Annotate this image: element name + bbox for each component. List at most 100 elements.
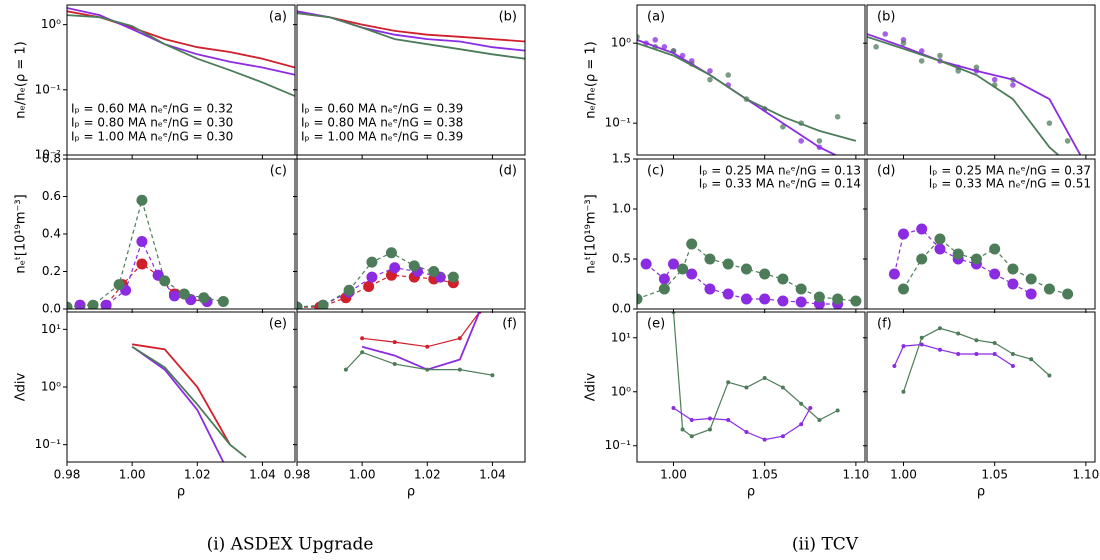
panel-label: (b) bbox=[877, 10, 895, 25]
data-point bbox=[707, 76, 713, 83]
data-point bbox=[892, 363, 897, 368]
y-axis-label: nₑ/nₑ(ρ = 1) bbox=[584, 41, 599, 119]
axes-frame bbox=[296, 311, 526, 463]
legend-entry: Iₚ = 1.00 MA nₑᵉ/nG = 0.39 bbox=[301, 130, 463, 144]
data-point bbox=[689, 434, 694, 439]
x-tick-label: 1.10 bbox=[1073, 468, 1100, 482]
panel: 10⁻¹ 10⁰ 10¹ 1.00 1.05 1.10 Λdiv ρ (e) bbox=[584, 311, 869, 500]
data-point bbox=[198, 292, 210, 304]
data-point bbox=[725, 72, 731, 78]
data-point bbox=[707, 427, 712, 432]
y-tick-label: 10⁻¹ bbox=[605, 438, 632, 452]
panel-label: (a) bbox=[269, 10, 287, 25]
panel: (b) bbox=[863, 4, 1096, 159]
legend-entry: Iₚ = 0.60 MA nₑᵉ/nG = 0.32 bbox=[71, 102, 233, 116]
data-point bbox=[457, 336, 462, 341]
series-line bbox=[672, 312, 838, 437]
data-point bbox=[744, 429, 749, 434]
panel-label: (c) bbox=[647, 164, 664, 179]
data-point bbox=[447, 271, 459, 283]
data-point bbox=[100, 299, 112, 309]
data-point bbox=[297, 301, 303, 309]
x-axis-label: ρ bbox=[747, 485, 755, 500]
data-point bbox=[850, 295, 862, 307]
data-point bbox=[1029, 357, 1034, 362]
data-point bbox=[952, 248, 964, 260]
plot-area bbox=[892, 326, 1052, 394]
data-point bbox=[428, 266, 440, 277]
x-axis-label: ρ bbox=[977, 485, 985, 500]
data-point bbox=[408, 260, 420, 272]
data-point bbox=[973, 64, 980, 71]
data-point bbox=[813, 291, 825, 303]
data-point bbox=[1046, 120, 1053, 126]
axes-frame bbox=[636, 158, 866, 310]
data-point bbox=[799, 422, 804, 427]
data-point bbox=[1007, 263, 1019, 275]
data-point bbox=[832, 293, 844, 305]
panel-label: (a) bbox=[647, 10, 665, 25]
data-point bbox=[897, 228, 909, 240]
y-tick-label: 10¹ bbox=[41, 322, 61, 336]
series-line bbox=[902, 238, 1068, 295]
data-point bbox=[343, 367, 348, 372]
panel-label: (c) bbox=[270, 164, 287, 179]
data-point bbox=[686, 268, 698, 280]
panel: 1.00 1.05 1.10 ρ (f) bbox=[863, 311, 1100, 500]
x-tick-label: 1.04 bbox=[249, 468, 276, 482]
panel-label: (e) bbox=[647, 317, 665, 332]
y-tick-label: 10⁰ bbox=[611, 384, 631, 398]
data-point bbox=[991, 76, 998, 83]
y-tick-label: 0.2 bbox=[42, 264, 61, 278]
data-point bbox=[385, 247, 397, 259]
y-tick-label: 0.5 bbox=[612, 252, 631, 266]
data-point bbox=[637, 34, 640, 40]
data-point bbox=[919, 342, 924, 347]
plot-area bbox=[131, 343, 247, 462]
data-point bbox=[726, 380, 731, 385]
data-point bbox=[671, 406, 676, 411]
data-point bbox=[343, 284, 355, 296]
data-point bbox=[901, 389, 906, 394]
data-point bbox=[740, 293, 752, 305]
y-tick-label: 0.0 bbox=[42, 302, 61, 316]
caption: (ii) TCV bbox=[792, 535, 859, 555]
data-point bbox=[637, 293, 643, 305]
data-point bbox=[937, 347, 942, 352]
data-point bbox=[360, 350, 365, 355]
data-point bbox=[178, 288, 190, 300]
legend-entry: Iₚ = 0.25 MA nₑᵉ/nG = 0.13 bbox=[699, 164, 861, 178]
x-tick-label: 1.00 bbox=[349, 468, 376, 482]
panel-label: (f) bbox=[877, 317, 892, 332]
data-point bbox=[490, 373, 495, 378]
data-point bbox=[834, 114, 841, 120]
series-line bbox=[67, 198, 224, 308]
data-point bbox=[798, 138, 804, 144]
series-line bbox=[67, 10, 295, 69]
axes-frame bbox=[66, 4, 296, 156]
panel: (d) bbox=[293, 158, 526, 313]
panel: 10⁻² 10⁻¹ 10⁰ nₑ/nₑ(ρ = 1) (a) Iₚ = 0.60 MA n… bbox=[14, 4, 296, 162]
data-point bbox=[67, 301, 73, 309]
panel: 0.0 0.5 1.0 1.5 nₑᵗ[10¹⁹m⁻³] (c) Iₚ = 0.25 MA … bbox=[584, 152, 866, 316]
data-point bbox=[956, 352, 961, 357]
data-point bbox=[780, 434, 785, 439]
data-point bbox=[217, 296, 229, 307]
data-point bbox=[317, 299, 329, 309]
data-point bbox=[835, 408, 840, 413]
caption: (i) ASDEX Upgrade bbox=[207, 535, 374, 555]
data-point bbox=[686, 238, 698, 250]
data-point bbox=[780, 124, 786, 130]
data-point bbox=[759, 293, 771, 305]
data-point bbox=[762, 437, 767, 442]
data-point bbox=[1064, 138, 1071, 144]
data-point bbox=[937, 52, 943, 59]
series-line bbox=[902, 327, 1050, 392]
plot-area bbox=[867, 31, 1082, 155]
plot-area bbox=[637, 238, 862, 309]
x-tick-label: 1.02 bbox=[184, 468, 211, 482]
series-line bbox=[67, 14, 295, 97]
data-point bbox=[795, 283, 807, 295]
